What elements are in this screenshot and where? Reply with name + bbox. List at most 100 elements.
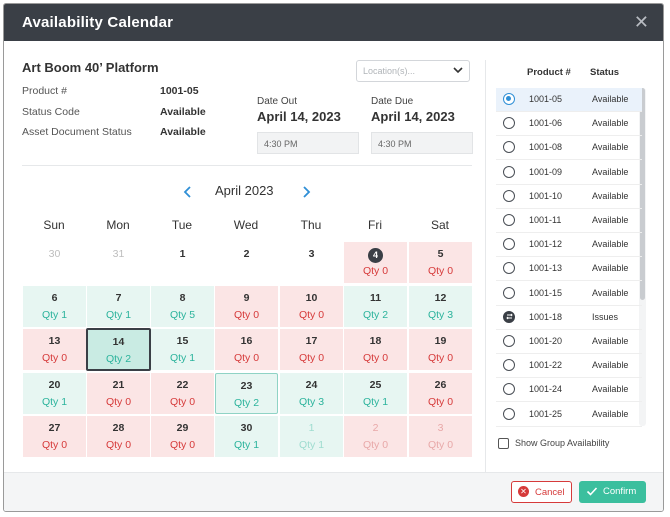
- calendar-day[interactable]: 6 Qty 1: [23, 286, 86, 327]
- product-radio[interactable]: [503, 262, 515, 275]
- product-list-row[interactable]: 1001-13 Available: [496, 257, 642, 282]
- product-radio[interactable]: [503, 238, 515, 251]
- calendar-day[interactable]: 18 Qty 0: [344, 329, 407, 370]
- calendar-day[interactable]: 11 Qty 2: [344, 286, 407, 327]
- calendar-day[interactable]: 1 Qty 1: [280, 416, 343, 457]
- calendar-day[interactable]: 14 Qty 2: [86, 328, 151, 371]
- calendar-day[interactable]: 10 Qty 0: [280, 286, 343, 327]
- calendar-day[interactable]: 22 Qty 0: [151, 373, 214, 414]
- date-due-label: Date Due: [371, 96, 414, 107]
- product-list-row[interactable]: 1001-05 Available: [496, 88, 642, 112]
- issue-radio-icon[interactable]: [503, 310, 515, 323]
- show-group-availability-label[interactable]: Show Group Availability: [515, 438, 610, 448]
- weekday-wed: Wed: [233, 218, 259, 232]
- previous-month-icon[interactable]: [182, 185, 194, 199]
- calendar-day[interactable]: 19 Qty 0: [409, 329, 472, 370]
- product-radio[interactable]: [503, 407, 515, 420]
- calendar-day[interactable]: 31: [87, 242, 150, 283]
- product-radio[interactable]: [503, 383, 515, 396]
- calendar-day[interactable]: 12 Qty 3: [409, 286, 472, 327]
- product-status: Issues: [592, 311, 619, 322]
- calendar-day-qty: Qty 5: [169, 309, 196, 321]
- product-list-row[interactable]: 1001-10 Available: [496, 185, 642, 209]
- calendar-day[interactable]: 3 Qty 0: [409, 416, 472, 457]
- calendar-day[interactable]: 27 Qty 0: [23, 416, 86, 457]
- calendar-day[interactable]: 4 Qty 0: [344, 242, 407, 283]
- product-number: 1001-18: [529, 311, 563, 322]
- calendar-day[interactable]: 1: [151, 242, 214, 283]
- product-radio[interactable]: [503, 165, 515, 178]
- calendar-day-qty: Qty 0: [427, 396, 454, 408]
- close-icon[interactable]: ✕: [633, 12, 649, 32]
- product-list-row[interactable]: 1001-20 Available: [496, 330, 642, 354]
- calendar-day[interactable]: 16 Qty 0: [215, 329, 278, 370]
- product-number: 1001-20: [529, 336, 563, 346]
- product-radio[interactable]: [503, 141, 515, 154]
- product-list-row[interactable]: 1001-24 Available: [496, 378, 642, 403]
- footer-divider: [4, 472, 663, 473]
- product-list-row[interactable]: 1001-22 Available: [496, 354, 642, 379]
- calendar-day[interactable]: 23 Qty 2: [215, 373, 278, 414]
- calendar-day-qty: Qty 1: [41, 396, 68, 408]
- status-code-label: Status Code: [22, 106, 80, 118]
- product-list-row[interactable]: 1001-08 Available: [496, 136, 642, 161]
- calendar-day[interactable]: 30 Qty 1: [215, 416, 278, 457]
- calendar-day-qty: Qty 1: [233, 439, 260, 451]
- show-group-availability-checkbox[interactable]: [498, 438, 509, 449]
- calendar-day[interactable]: 24 Qty 3: [280, 373, 343, 414]
- calendar-day[interactable]: 3: [280, 242, 343, 283]
- product-list-row[interactable]: 1001-11 Available: [496, 209, 642, 233]
- calendar-day-number: 27: [48, 422, 61, 434]
- product-number: 1001-09: [529, 166, 563, 177]
- product-radio[interactable]: [503, 286, 515, 299]
- location-select[interactable]: Location(s)...: [356, 60, 470, 82]
- calendar-day[interactable]: 17 Qty 0: [280, 329, 343, 370]
- calendar-day[interactable]: 9 Qty 0: [215, 286, 278, 327]
- date-out-time-field[interactable]: 4:30 PM: [257, 132, 359, 154]
- product-list-row[interactable]: 1001-25 Available: [496, 403, 642, 427]
- product-radio[interactable]: [503, 335, 515, 347]
- calendar-day[interactable]: 30: [23, 242, 86, 283]
- availability-dialog: Availability Calendar ✕ Art Boom 40’ Pla…: [3, 3, 664, 512]
- product-status: Available: [592, 263, 629, 274]
- date-out-value[interactable]: April 14, 2023: [257, 109, 341, 124]
- cancel-button[interactable]: ✕ Cancel: [511, 481, 572, 503]
- product-status: Available: [592, 94, 629, 104]
- calendar-day[interactable]: 2 Qty 0: [344, 416, 407, 457]
- product-list-scrollbar[interactable]: [640, 88, 645, 300]
- product-list-row[interactable]: 1001-12 Available: [496, 233, 642, 258]
- calendar-day[interactable]: 28 Qty 0: [87, 416, 150, 457]
- product-list-row[interactable]: 1001-06 Available: [496, 112, 642, 137]
- calendar-day[interactable]: 13 Qty 0: [23, 329, 86, 370]
- calendar-day[interactable]: 2: [215, 242, 278, 283]
- product-list-row[interactable]: 1001-09 Available: [496, 161, 642, 185]
- product-radio[interactable]: [503, 93, 515, 105]
- date-due-value[interactable]: April 14, 2023: [371, 109, 455, 124]
- calendar-day[interactable]: 5 Qty 0: [409, 242, 472, 283]
- product-list-row[interactable]: 1001-15 Available: [496, 282, 642, 306]
- calendar-day[interactable]: 8 Qty 5: [151, 286, 214, 327]
- next-month-icon[interactable]: [300, 185, 312, 199]
- calendar-day[interactable]: 25 Qty 1: [344, 373, 407, 414]
- calendar-day[interactable]: 20 Qty 1: [23, 373, 86, 414]
- calendar-day[interactable]: 21 Qty 0: [87, 373, 150, 414]
- calendar-day-number: 2: [372, 422, 379, 434]
- product-radio[interactable]: [503, 359, 515, 372]
- weekday-mon: Mon: [106, 218, 130, 232]
- calendar-day[interactable]: 26 Qty 0: [409, 373, 472, 414]
- product-status: Available: [592, 190, 629, 201]
- product-number: 1001-06: [529, 118, 563, 129]
- calendar-day[interactable]: 15 Qty 1: [151, 329, 214, 370]
- product-list-row[interactable]: 1001-18 Issues: [496, 306, 642, 330]
- product-number: 1001-15: [529, 287, 563, 298]
- product-number: 1001-12: [529, 239, 563, 250]
- calendar-day-number: 16: [240, 335, 253, 347]
- product-radio[interactable]: [503, 189, 515, 202]
- calendar-day[interactable]: 29 Qty 0: [151, 416, 214, 457]
- product-radio[interactable]: [503, 214, 515, 226]
- product-number: 1001-24: [529, 384, 563, 395]
- confirm-button[interactable]: Confirm: [579, 481, 646, 503]
- product-radio[interactable]: [503, 117, 515, 130]
- date-due-time-field[interactable]: 4:30 PM: [371, 132, 473, 154]
- calendar-day[interactable]: 7 Qty 1: [87, 286, 150, 327]
